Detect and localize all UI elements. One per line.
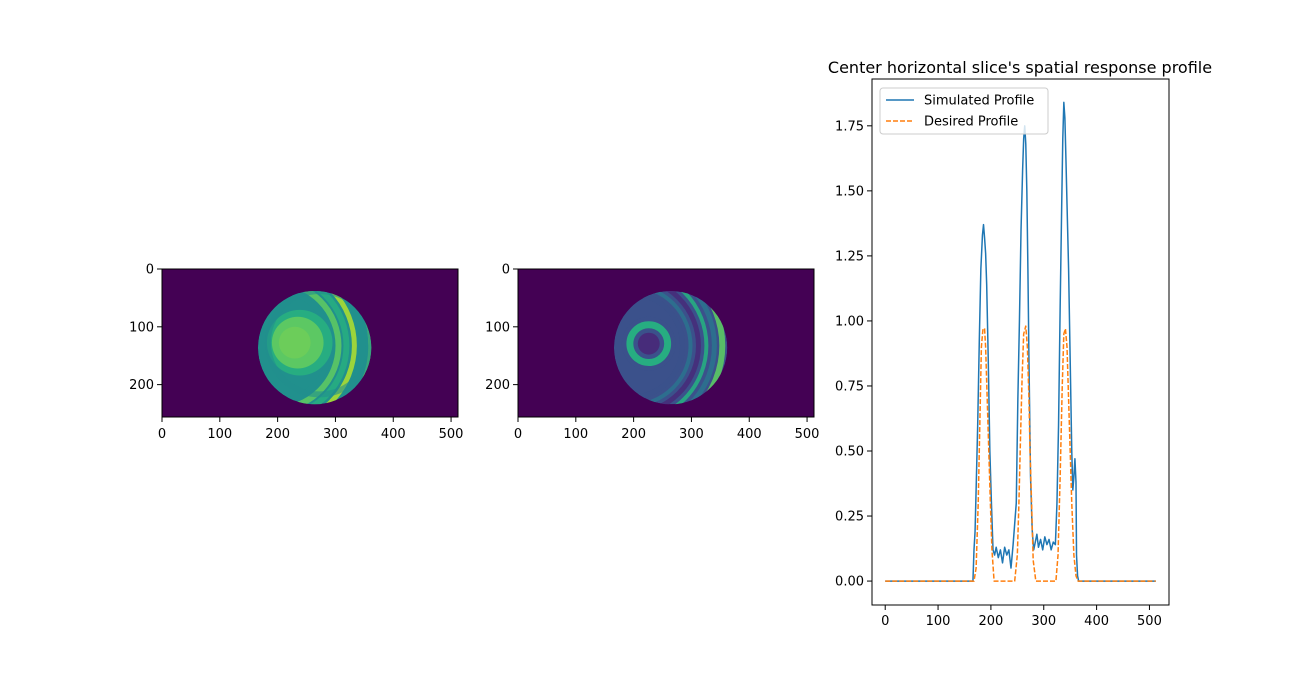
y-tick-label: 0 (502, 263, 510, 278)
legend-label-simulated: Simulated Profile (924, 94, 1034, 109)
x-tick-label: 500 (1137, 614, 1162, 629)
desired-profile-line (885, 325, 1156, 582)
interference-ring (257, 290, 357, 405)
x-tick-label: 400 (381, 427, 406, 442)
heatmap-ticks: 0 100 200 300 400 500 0 100 200 (485, 263, 819, 443)
simulated-profile-line (885, 101, 1156, 582)
phase-ring (613, 290, 693, 405)
interference-ring (264, 290, 372, 398)
y-tick-label: 100 (485, 320, 510, 335)
phase-ring (613, 290, 709, 405)
x-tick-label: 400 (1084, 614, 1109, 629)
heatmap-ticks: 0 100 200 300 400 500 0 100 200 (129, 263, 463, 443)
amplitude-disk (257, 290, 372, 405)
legend-label-desired: Desired Profile (924, 115, 1018, 130)
y-tick-label: 0.00 (835, 575, 864, 590)
x-tick-label: 100 (926, 614, 951, 629)
y-tick-label: 0.50 (835, 444, 864, 459)
x-tick-label: 200 (265, 427, 290, 442)
y-tick-label: 1.50 (835, 184, 864, 199)
legend: Simulated Profile Desired Profile (879, 87, 1049, 135)
chart-title: Center horizontal slice's spatial respon… (828, 58, 1212, 77)
phase-ring (613, 290, 717, 405)
center-spot (637, 332, 660, 355)
x-tick-label: 100 (563, 427, 588, 442)
phase-ring (613, 290, 701, 405)
x-tick-label: 400 (737, 427, 762, 442)
x-tick-label: 200 (621, 427, 646, 442)
interference-ring (257, 290, 342, 405)
x-tick-label: 0 (514, 427, 522, 442)
interference-ring (257, 290, 366, 405)
axis-ticks: 0 100 200 300 400 500 0.00 0.25 0.50 0.75 1.00 1.25… (835, 119, 1162, 629)
profile-line-chart: Center horizontal slice's spatial respon… (828, 58, 1212, 629)
phase-heatmap-panel: 0 100 200 300 400 500 0 100 200 (485, 263, 819, 443)
x-tick-label: 0 (881, 614, 889, 629)
heatmap-frame (161, 268, 459, 418)
amplitude-heatmap-panel: 0 100 200 300 400 500 0 100 200 (129, 263, 463, 443)
x-tick-label: 200 (978, 614, 1003, 629)
y-tick-label: 200 (129, 378, 154, 393)
legend-box (879, 87, 1049, 135)
x-tick-label: 100 (207, 427, 232, 442)
x-tick-label: 300 (1031, 614, 1056, 629)
x-tick-label: 500 (439, 427, 464, 442)
phase-ring (613, 290, 726, 405)
y-tick-label: 0.75 (835, 379, 864, 394)
x-tick-label: 300 (323, 427, 348, 442)
y-tick-label: 0 (146, 263, 154, 278)
phase-disk (613, 290, 728, 405)
x-tick-label: 500 (795, 427, 820, 442)
y-tick-label: 100 (129, 320, 154, 335)
y-tick-label: 1.25 (835, 249, 864, 264)
plot-lines (885, 101, 1156, 582)
plot-frame (871, 78, 1170, 606)
center-spot (278, 326, 311, 359)
x-tick-label: 300 (679, 427, 704, 442)
y-tick-label: 200 (485, 378, 510, 393)
interference-ring (257, 290, 350, 405)
x-tick-label: 0 (158, 427, 166, 442)
y-tick-label: 1.00 (835, 314, 864, 329)
y-tick-label: 1.75 (835, 119, 864, 134)
y-tick-label: 0.25 (835, 510, 864, 525)
ring-bright (626, 321, 672, 367)
heatmap-frame (517, 268, 815, 418)
